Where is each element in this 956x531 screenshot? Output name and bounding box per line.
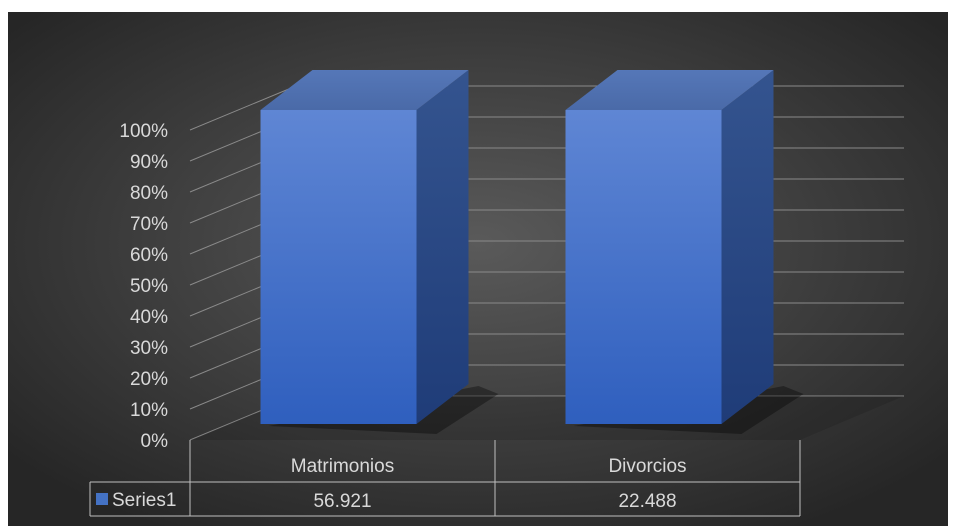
y-tick-label: 40%	[130, 307, 168, 328]
y-tick-label: 60%	[130, 245, 168, 266]
chart-background	[8, 12, 948, 526]
y-tick-label: 70%	[130, 214, 168, 235]
data-table-value: 22.488	[618, 491, 676, 512]
y-tick-label: 30%	[130, 338, 168, 359]
bar-top	[565, 70, 774, 110]
bar-side	[416, 70, 469, 424]
x-category-label: Divorcios	[608, 456, 686, 477]
y-axis-ticks: 0% 10% 20% 30% 40% 50% 60% 70% 80% 90% 100%	[119, 121, 168, 452]
legend-label: Series1	[112, 490, 176, 511]
side-gridline	[189, 85, 297, 131]
x-category-label: Matrimonios	[291, 456, 394, 477]
bar-top	[260, 70, 469, 110]
data-table-value: 56.921	[313, 491, 371, 512]
y-tick-label: 100%	[119, 121, 168, 142]
y-tick-label: 20%	[130, 369, 168, 390]
y-tick-label: 0%	[141, 431, 169, 452]
y-tick-label: 10%	[130, 400, 168, 421]
data-table: Matrimonios 56.921 Divorcios 22.488 Series1	[89, 440, 801, 517]
bar-side	[721, 70, 774, 424]
y-tick-label: 50%	[130, 276, 168, 297]
y-tick-label: 90%	[130, 152, 168, 173]
bar	[260, 110, 417, 424]
y-tick-label: 80%	[130, 183, 168, 204]
bar	[565, 110, 722, 424]
legend-key	[96, 493, 108, 505]
bars	[260, 70, 804, 434]
